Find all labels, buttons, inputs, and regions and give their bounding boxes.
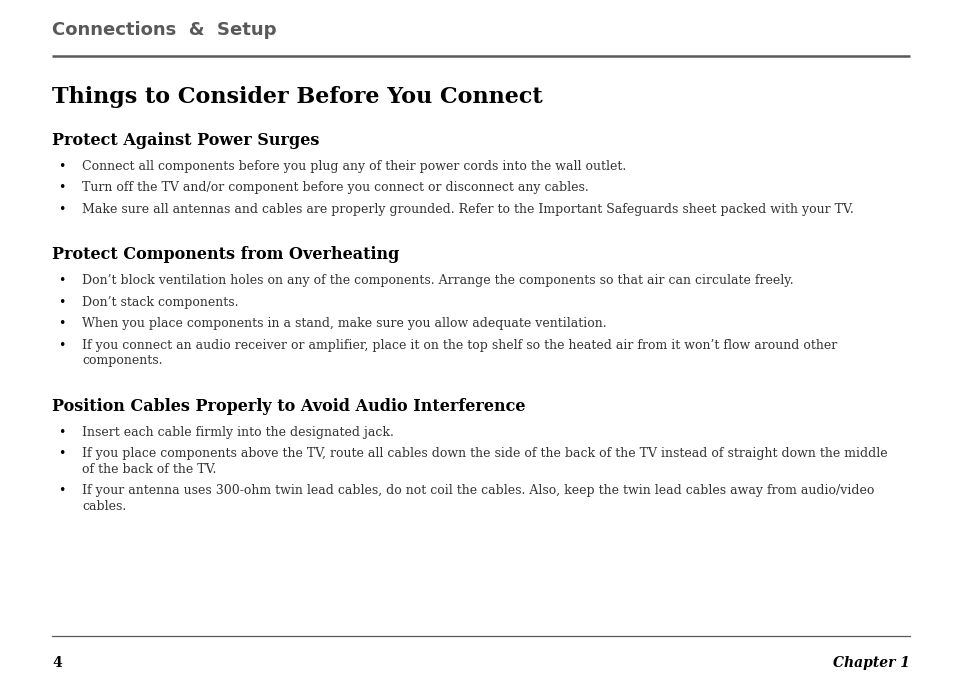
Text: Insert each cable firmly into the designated jack.: Insert each cable firmly into the design… [82,426,394,439]
Text: Position Cables Properly to Avoid Audio Interference: Position Cables Properly to Avoid Audio … [52,398,525,415]
Text: •: • [58,426,66,439]
Text: •: • [58,160,66,173]
Text: Things to Consider Before You Connect: Things to Consider Before You Connect [52,86,542,108]
Text: cables.: cables. [82,500,126,513]
Text: If you place components above the TV, route all cables down the side of the back: If you place components above the TV, ro… [82,448,886,460]
Text: Connect all components before you plug any of their power cords into the wall ou: Connect all components before you plug a… [82,160,625,173]
Text: When you place components in a stand, make sure you allow adequate ventilation.: When you place components in a stand, ma… [82,317,606,330]
Text: Turn off the TV and/or component before you connect or disconnect any cables.: Turn off the TV and/or component before … [82,181,588,195]
Text: •: • [58,485,66,497]
Text: 4: 4 [52,656,62,670]
Text: Protect Against Power Surges: Protect Against Power Surges [52,132,319,149]
Text: •: • [58,448,66,460]
Text: Chapter 1: Chapter 1 [832,656,909,670]
Text: •: • [58,181,66,195]
Text: of the back of the TV.: of the back of the TV. [82,463,216,476]
Text: Don’t stack components.: Don’t stack components. [82,296,238,309]
Text: •: • [58,296,66,309]
Text: If your antenna uses 300-ohm twin lead cables, do not coil the cables. Also, kee: If your antenna uses 300-ohm twin lead c… [82,485,874,497]
Text: •: • [58,274,66,287]
Text: •: • [58,317,66,330]
Text: components.: components. [82,355,162,367]
Text: If you connect an audio receiver or amplifier, place it on the top shelf so the : If you connect an audio receiver or ampl… [82,339,837,352]
Text: Don’t block ventilation holes on any of the components. Arrange the components s: Don’t block ventilation holes on any of … [82,274,793,287]
Text: •: • [58,339,66,352]
Text: Make sure all antennas and cables are properly grounded. Refer to the Important : Make sure all antennas and cables are pr… [82,203,853,216]
Text: •: • [58,203,66,216]
Text: Connections  &  Setup: Connections & Setup [52,21,276,39]
Text: Protect Components from Overheating: Protect Components from Overheating [52,247,399,264]
